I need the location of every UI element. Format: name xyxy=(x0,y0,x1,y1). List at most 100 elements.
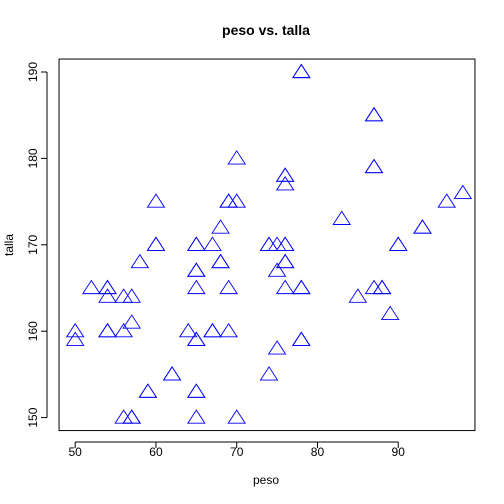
data-point xyxy=(227,193,247,208)
y-tick-label: 170 xyxy=(26,234,40,254)
x-tick-label: 80 xyxy=(311,445,325,459)
data-point xyxy=(187,262,206,277)
data-point xyxy=(219,193,238,208)
data-point xyxy=(291,279,311,295)
data-point xyxy=(187,262,206,277)
data-point xyxy=(275,167,295,182)
data-point xyxy=(275,236,295,251)
data-point xyxy=(65,331,85,346)
data-point xyxy=(146,236,166,251)
y-axis: 150 160 170 180 190 xyxy=(26,62,48,428)
data-point xyxy=(187,236,206,251)
data-point xyxy=(219,322,238,338)
data-point xyxy=(122,409,142,424)
data-point xyxy=(259,366,279,381)
data-point xyxy=(267,340,287,355)
data-point xyxy=(227,150,247,165)
data-point xyxy=(227,409,247,424)
data-point xyxy=(364,158,384,174)
data-point xyxy=(291,63,311,79)
data-point xyxy=(275,175,295,191)
data-point xyxy=(211,253,230,269)
data-point xyxy=(98,279,117,295)
data-point xyxy=(332,210,352,225)
data-point xyxy=(187,409,206,424)
data-point xyxy=(203,322,222,338)
data-point xyxy=(259,236,279,251)
x-tick-label: 90 xyxy=(392,445,406,459)
data-point xyxy=(122,409,142,424)
data-point xyxy=(291,331,311,346)
data-points xyxy=(65,63,473,424)
data-point xyxy=(82,279,101,295)
data-point xyxy=(187,383,206,398)
data-point xyxy=(146,193,166,208)
y-axis-label: talla xyxy=(2,234,16,256)
x-axis-label: peso xyxy=(253,473,279,487)
data-point xyxy=(388,236,408,251)
x-tick-label: 60 xyxy=(149,445,163,459)
data-point xyxy=(259,236,279,251)
data-point xyxy=(388,236,408,251)
data-point xyxy=(187,279,206,295)
data-point xyxy=(187,236,206,251)
data-point xyxy=(114,288,133,303)
data-point xyxy=(187,383,206,398)
data-point xyxy=(453,184,473,200)
data-point xyxy=(219,193,238,208)
data-point xyxy=(122,288,142,303)
y-tick-label: 190 xyxy=(26,62,40,82)
data-point xyxy=(267,236,287,251)
data-point xyxy=(187,331,206,346)
x-tick-label: 70 xyxy=(230,445,244,459)
y-tick-label: 160 xyxy=(26,321,40,341)
data-point xyxy=(65,322,85,338)
data-point xyxy=(380,305,400,320)
chart-title: peso vs. talla xyxy=(222,22,310,38)
data-point xyxy=(98,322,117,338)
y-tick-label: 150 xyxy=(26,407,40,427)
data-point xyxy=(98,322,117,338)
data-point xyxy=(130,253,150,269)
plot-frame xyxy=(58,58,476,432)
data-point xyxy=(211,253,230,269)
data-point xyxy=(291,63,311,79)
data-point xyxy=(138,383,158,398)
data-point xyxy=(413,219,432,234)
data-point xyxy=(372,279,392,295)
data-point xyxy=(413,219,432,234)
data-point xyxy=(122,314,142,329)
data-point xyxy=(364,106,384,122)
data-point xyxy=(364,158,384,174)
data-point xyxy=(138,383,158,398)
data-point xyxy=(291,279,311,295)
data-point xyxy=(364,106,384,122)
x-tick-label: 50 xyxy=(69,445,83,459)
data-point xyxy=(98,288,117,303)
data-point xyxy=(291,331,311,346)
data-point xyxy=(187,331,206,346)
data-point xyxy=(348,288,368,303)
y-tick-label: 180 xyxy=(26,148,40,168)
data-point xyxy=(203,236,222,251)
data-point xyxy=(275,167,295,182)
data-point xyxy=(211,219,230,234)
data-point xyxy=(275,253,295,269)
data-point xyxy=(146,236,166,251)
x-axis: 50 60 70 80 90 xyxy=(69,441,406,459)
data-point xyxy=(372,279,392,295)
data-point xyxy=(162,366,182,381)
data-point xyxy=(364,279,384,295)
data-point xyxy=(114,322,133,338)
data-point xyxy=(162,366,182,381)
data-point xyxy=(98,279,117,295)
data-point xyxy=(203,322,222,338)
data-point xyxy=(178,322,198,338)
data-point xyxy=(267,262,287,277)
data-point xyxy=(114,409,133,424)
data-point xyxy=(437,193,457,208)
data-point xyxy=(219,279,238,295)
data-point xyxy=(275,236,295,251)
data-point xyxy=(275,279,295,295)
